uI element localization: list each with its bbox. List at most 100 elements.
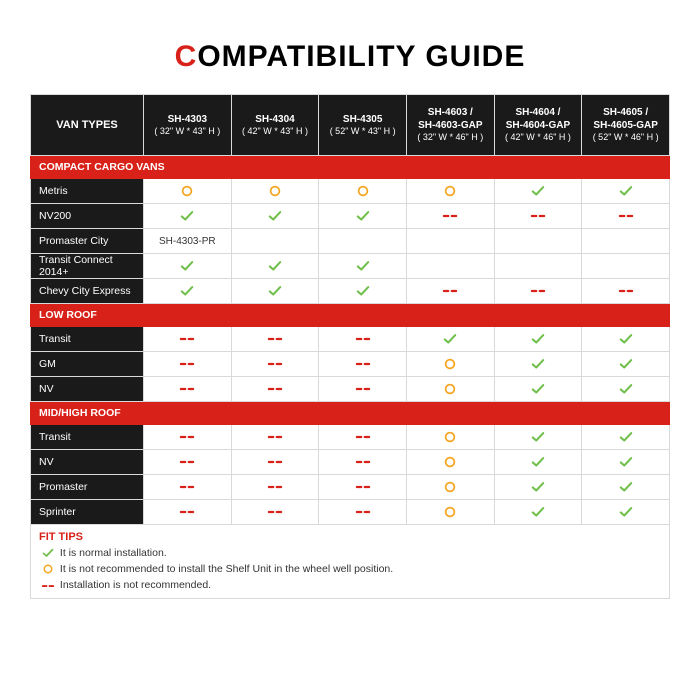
dash-icon	[266, 332, 284, 346]
cell-ok	[582, 450, 670, 475]
dash-icon	[354, 332, 372, 346]
circle-icon	[356, 184, 370, 198]
cell-ok	[494, 475, 582, 500]
van-type-label: Metris	[31, 179, 144, 204]
circle-icon	[443, 505, 457, 519]
dash-icon	[354, 357, 372, 371]
title-accent: C	[175, 40, 198, 73]
check-icon	[531, 505, 545, 519]
page-title: COMPATIBILITY GUIDE	[30, 40, 670, 74]
cell-warn	[406, 179, 494, 204]
cell-warn	[319, 179, 407, 204]
cell-ok	[144, 204, 232, 229]
dash-icon	[266, 430, 284, 444]
cell-warn	[406, 475, 494, 500]
check-icon	[443, 332, 457, 346]
cell-ok	[582, 475, 670, 500]
dash-icon	[40, 580, 56, 592]
cell-ok	[494, 352, 582, 377]
dash-icon	[529, 284, 547, 298]
header-col-4: SH-4604 /SH-4604-GAP( 42" W * 46" H )	[494, 95, 582, 156]
cell-warn	[406, 352, 494, 377]
check-icon	[531, 332, 545, 346]
table-row: Metris	[31, 179, 670, 204]
cell-ok	[231, 254, 319, 279]
cell-no	[231, 327, 319, 352]
cell-no	[319, 500, 407, 525]
fit-tips-header: FIT TIPS	[31, 525, 670, 546]
cell-ok	[494, 500, 582, 525]
circle-icon	[443, 357, 457, 371]
dash-icon	[178, 480, 196, 494]
dash-icon	[266, 480, 284, 494]
dash-icon	[266, 357, 284, 371]
cell-no	[231, 425, 319, 450]
dash-icon	[178, 455, 196, 469]
header-col-1: SH-4304( 42" W * 43" H )	[231, 95, 319, 156]
circle-icon	[443, 382, 457, 396]
dash-icon	[441, 284, 459, 298]
cell-no	[319, 377, 407, 402]
dash-icon	[178, 332, 196, 346]
cell-no	[144, 500, 232, 525]
cell-ok	[494, 377, 582, 402]
cell-no	[319, 327, 407, 352]
check-icon	[180, 284, 194, 298]
check-icon	[268, 284, 282, 298]
cell-ok	[231, 279, 319, 304]
van-type-label: NV200	[31, 204, 144, 229]
cell-empty	[582, 254, 670, 279]
check-icon	[531, 480, 545, 494]
cell-no	[231, 450, 319, 475]
van-type-label: Transit Connect 2014+	[31, 254, 144, 279]
check-icon	[619, 184, 633, 198]
van-type-label: Transit	[31, 327, 144, 352]
cell-no	[144, 475, 232, 500]
circle-icon	[443, 184, 457, 198]
cell-ok	[494, 327, 582, 352]
dash-icon	[178, 382, 196, 396]
check-icon	[531, 455, 545, 469]
van-type-label: Chevy City Express	[31, 279, 144, 304]
fit-tip-row: It is normal installation.	[31, 545, 670, 561]
dash-icon	[178, 430, 196, 444]
cell-ok	[582, 179, 670, 204]
section-compact-cargo-vans: COMPACT CARGO VANS	[31, 156, 670, 179]
check-icon	[619, 357, 633, 371]
check-icon	[619, 382, 633, 396]
dash-icon	[178, 505, 196, 519]
section-low-roof: LOW ROOF	[31, 304, 670, 327]
cell-no	[231, 377, 319, 402]
section-mid-high-roof: MID/HIGH ROOF	[31, 402, 670, 425]
dash-icon	[441, 209, 459, 223]
cell-ok	[494, 425, 582, 450]
van-type-label: Sprinter	[31, 500, 144, 525]
table-row: Transit	[31, 327, 670, 352]
check-icon	[531, 430, 545, 444]
cell-ok	[582, 425, 670, 450]
header-col-5: SH-4605 /SH-4605-GAP( 52" W * 46" H )	[582, 95, 670, 156]
cell-empty	[494, 229, 582, 254]
compatibility-table: VAN TYPESSH-4303( 32" W * 43" H )SH-4304…	[30, 94, 670, 599]
van-type-label: Promaster	[31, 475, 144, 500]
cell-empty	[319, 229, 407, 254]
van-type-label: NV	[31, 450, 144, 475]
cell-ok	[494, 450, 582, 475]
table-row: Chevy City Express	[31, 279, 670, 304]
circle-icon	[443, 480, 457, 494]
circle-icon	[268, 184, 282, 198]
cell-warn	[231, 179, 319, 204]
cell-no	[319, 425, 407, 450]
check-icon	[619, 480, 633, 494]
cell-no	[144, 377, 232, 402]
check-icon	[180, 209, 194, 223]
check-icon	[42, 547, 54, 559]
header-col-2: SH-4305( 52" W * 43" H )	[319, 95, 407, 156]
fit-tip-text: It is normal installation.	[60, 547, 167, 559]
cell-ok	[319, 254, 407, 279]
circle-icon	[180, 184, 194, 198]
cell-ok	[406, 327, 494, 352]
fit-tip-text: It is not recommended to install the She…	[60, 563, 393, 575]
cell-no	[231, 475, 319, 500]
cell-no	[582, 204, 670, 229]
